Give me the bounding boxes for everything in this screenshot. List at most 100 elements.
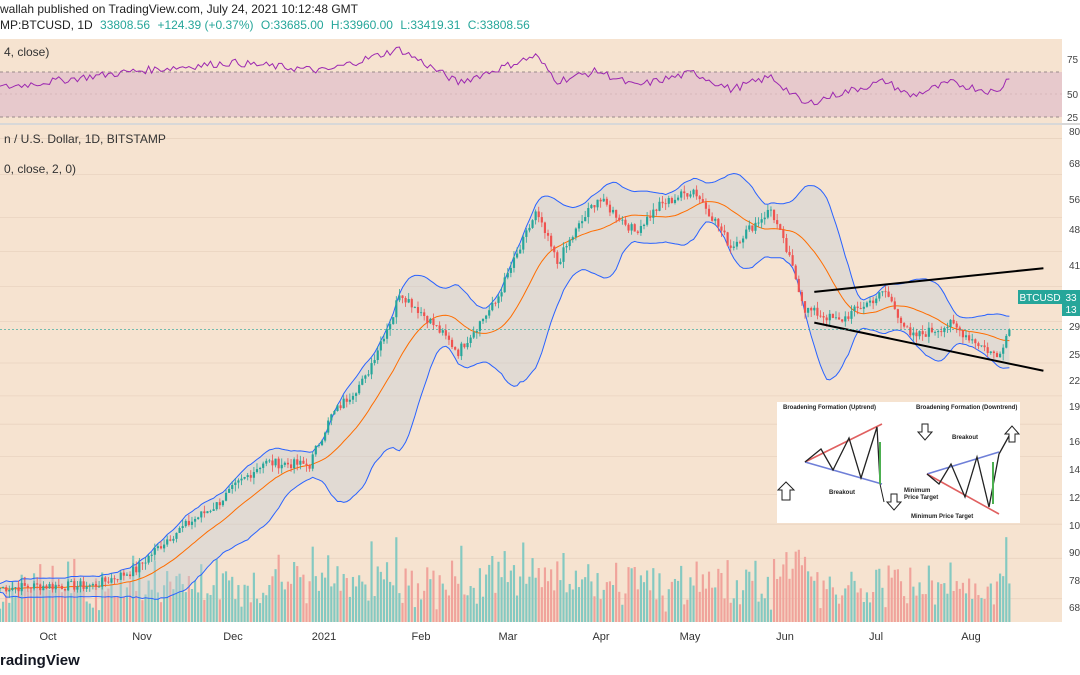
candle-body: [974, 339, 977, 344]
volume-bar: [311, 546, 314, 622]
volume-bar: [438, 575, 441, 622]
volume-bar: [345, 578, 348, 622]
volume-bar: [652, 568, 655, 622]
volume-bar: [534, 577, 537, 622]
broadening-lower-line: [814, 321, 1044, 372]
volume-bar: [277, 554, 280, 622]
volume-bar: [785, 552, 788, 622]
volume-bar: [342, 573, 345, 622]
volume-bar: [952, 590, 955, 622]
volume-bar: [94, 578, 98, 622]
volume-bar: [444, 589, 447, 622]
volume-bar: [924, 594, 927, 622]
candle-body: [714, 218, 717, 221]
candle-body: [794, 265, 797, 279]
volume-bar: [909, 567, 912, 622]
candle-body: [32, 583, 36, 589]
volume-bar: [810, 576, 813, 622]
candle-body: [94, 584, 98, 587]
volume-bar: [689, 577, 692, 622]
volume-bar: [1002, 576, 1005, 622]
rsi-line-group: [0, 46, 1010, 106]
candle-body: [760, 219, 763, 223]
candle-body: [466, 342, 469, 348]
volume-bar: [255, 598, 259, 622]
volume-bar: [949, 562, 952, 622]
price-tick-label: 78: [1069, 576, 1080, 587]
price-tick-label: 14: [1069, 465, 1080, 476]
chart-area[interactable]: 4, close) 75 50 25 n / U.S. Dollar, 1D, …: [0, 36, 1080, 655]
candle-body: [627, 224, 630, 231]
volume-bar: [423, 590, 426, 622]
candle-body: [992, 351, 995, 354]
candle-body: [255, 469, 259, 473]
volume-bar: [463, 594, 466, 622]
volume-bar: [896, 569, 899, 622]
volume-bar: [906, 603, 909, 622]
candle-body: [1008, 329, 1011, 336]
candle-body: [797, 278, 800, 293]
month-tick-label: Apr: [592, 631, 609, 643]
candle-body: [410, 299, 413, 308]
rsi-band: [0, 72, 1062, 117]
candle-body: [618, 217, 621, 221]
candle-body: [680, 191, 683, 198]
candle-body: [968, 335, 971, 341]
volume-bar: [918, 582, 921, 622]
candle-body: [141, 562, 144, 564]
candle-body: [175, 532, 178, 539]
candle-body: [305, 463, 308, 466]
volume-bar: [964, 593, 968, 622]
volume-bar: [153, 560, 156, 622]
candle-body: [828, 313, 831, 321]
candle-body: [676, 197, 680, 200]
volume-bar: [803, 556, 807, 622]
uptrend-bottom-line: [804, 461, 883, 485]
candle-body: [382, 338, 386, 342]
volume-bar: [457, 583, 460, 622]
volume-bar: [193, 580, 197, 622]
candle-body: [735, 241, 738, 247]
candle-body: [769, 209, 773, 211]
volume-bar: [553, 590, 556, 622]
symbol-badge: [1018, 290, 1062, 304]
candle-body: [70, 581, 73, 582]
downtrend-top-line: [926, 451, 1000, 475]
candle-body: [692, 189, 695, 195]
candle-body: [23, 583, 26, 586]
broadening-upper-line: [814, 267, 1044, 293]
volume-bar: [596, 573, 599, 622]
volume-bar: [293, 561, 296, 622]
volume-bar: [998, 573, 1002, 622]
volume-bar: [980, 597, 983, 622]
candle-body: [955, 323, 958, 328]
volume-bar: [382, 579, 386, 622]
candle-body: [280, 464, 283, 469]
volume-bar: [661, 595, 664, 622]
volume-bar: [286, 581, 290, 622]
candle-body: [862, 306, 865, 309]
candle-body: [779, 224, 782, 230]
open-value: O:33685.00: [260, 18, 324, 32]
volume-bar: [432, 570, 435, 622]
candle-body: [184, 520, 187, 527]
volume-bar: [475, 603, 478, 622]
volume-bar: [912, 586, 915, 622]
volume-bar: [615, 562, 618, 622]
price-badge-bottom: 13: [1065, 305, 1077, 316]
volume-bar: [163, 585, 166, 622]
volume-bar: [738, 604, 742, 622]
volume-bar: [79, 578, 82, 622]
volume-bar: [686, 599, 689, 622]
candle-body: [488, 310, 491, 316]
candle-body: [345, 398, 348, 402]
candle-body: [426, 316, 429, 324]
volume-bar: [992, 604, 995, 622]
volume-bar: [373, 596, 376, 622]
chart-svg[interactable]: 4, close) 75 50 25 n / U.S. Dollar, 1D, …: [0, 36, 1080, 650]
volume-bar: [410, 570, 413, 622]
volume-bar: [893, 569, 896, 622]
rsi-tick-75: 75: [1067, 55, 1079, 66]
price-tick-label: 10: [1069, 521, 1080, 532]
downtrend-diagram: [916, 423, 1020, 515]
